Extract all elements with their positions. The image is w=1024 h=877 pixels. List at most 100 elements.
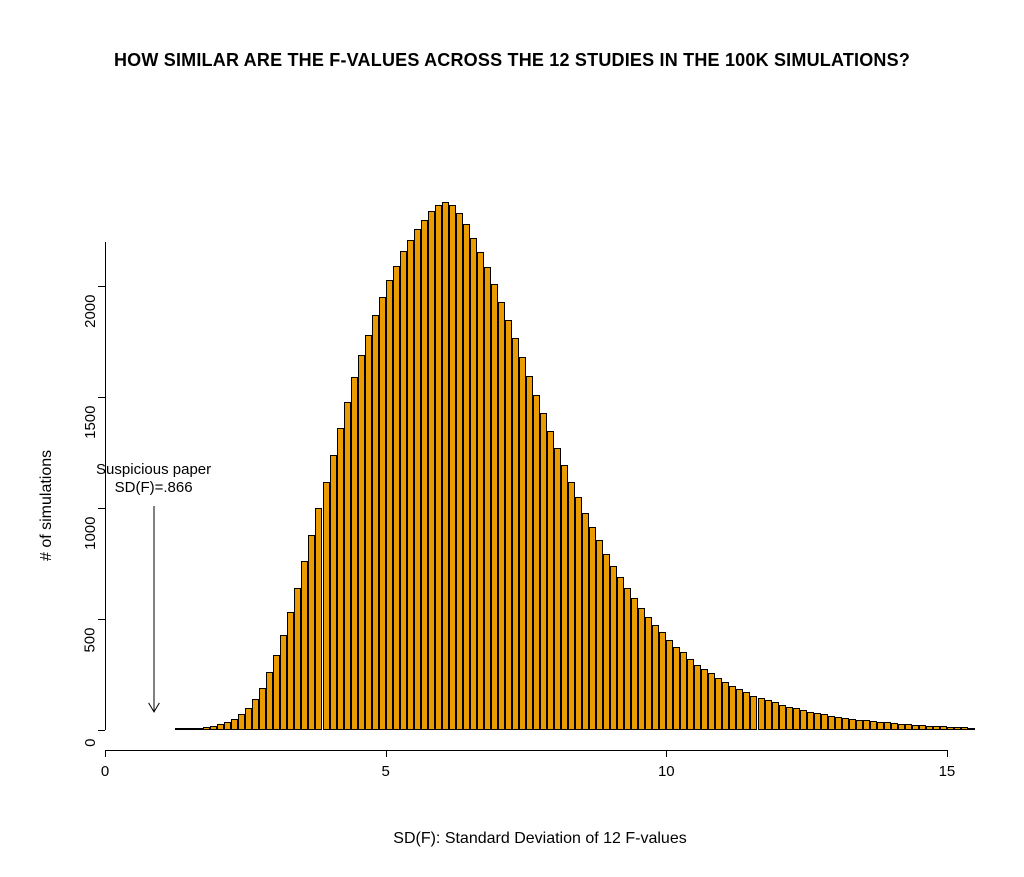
annotation-arrow bbox=[134, 506, 174, 723]
histogram-bar bbox=[582, 513, 589, 730]
histogram-bar bbox=[750, 696, 757, 730]
y-tick-label: 2000 bbox=[82, 295, 99, 328]
histogram-bar bbox=[884, 722, 891, 730]
histogram-bar bbox=[638, 608, 645, 730]
histogram-bar bbox=[743, 692, 750, 730]
histogram-bar bbox=[224, 722, 231, 730]
histogram-bar bbox=[484, 267, 491, 730]
histogram-bar bbox=[708, 673, 715, 730]
histogram-bar bbox=[624, 588, 631, 730]
histogram-bar bbox=[575, 497, 582, 730]
histogram-bar bbox=[772, 702, 779, 730]
x-tick-mark bbox=[947, 750, 948, 757]
histogram-bar bbox=[526, 376, 533, 730]
histogram-bar bbox=[238, 714, 245, 730]
histogram-bar bbox=[659, 632, 666, 730]
histogram-bar bbox=[561, 465, 568, 730]
histogram-bar bbox=[919, 725, 926, 730]
histogram-bar bbox=[554, 448, 561, 730]
histogram-bar bbox=[491, 284, 498, 730]
histogram-bar bbox=[849, 719, 856, 730]
histogram-bar bbox=[175, 728, 182, 730]
y-tick-mark bbox=[98, 508, 105, 509]
histogram-bar bbox=[800, 710, 807, 730]
histogram-bar bbox=[954, 727, 961, 730]
y-tick-label: 0 bbox=[82, 739, 99, 747]
histogram-bar bbox=[694, 665, 701, 730]
histogram-bar bbox=[231, 719, 238, 730]
histogram-bar bbox=[793, 708, 800, 730]
histogram-bar bbox=[435, 205, 442, 730]
histogram-bar bbox=[294, 588, 301, 730]
x-tick-label: 10 bbox=[658, 763, 675, 780]
histogram-bar bbox=[287, 612, 294, 730]
histogram-bar bbox=[533, 395, 540, 730]
annotation-line-2: SD(F)=.866 bbox=[96, 479, 211, 498]
histogram-bar bbox=[870, 721, 877, 730]
histogram-bar bbox=[786, 707, 793, 730]
histogram-bar bbox=[722, 682, 729, 730]
histogram-bar bbox=[252, 699, 259, 730]
histogram-bar bbox=[603, 554, 610, 730]
histogram-bar bbox=[330, 455, 337, 730]
histogram-bar bbox=[673, 647, 680, 730]
histogram-bar bbox=[449, 205, 456, 730]
histogram-bar bbox=[421, 220, 428, 730]
histogram-bar bbox=[568, 482, 575, 730]
chart-container: { "layout": { "page_width": 1024, "page_… bbox=[0, 0, 1024, 877]
histogram-bar bbox=[323, 482, 330, 730]
histogram-bar bbox=[961, 727, 968, 730]
histogram-bar bbox=[617, 577, 624, 730]
y-tick-label: 1500 bbox=[82, 406, 99, 439]
chart-title: HOW SIMILAR ARE THE F-VALUES ACROSS THE … bbox=[0, 50, 1024, 71]
histogram-bar bbox=[189, 728, 196, 730]
x-axis-line bbox=[105, 750, 947, 751]
histogram-bar bbox=[273, 655, 280, 730]
histogram-bar bbox=[968, 728, 975, 730]
histogram-bar bbox=[505, 320, 512, 730]
histogram-bar bbox=[245, 708, 252, 730]
histogram-bar bbox=[821, 714, 828, 730]
histogram-bar bbox=[351, 377, 358, 730]
x-tick-mark bbox=[386, 750, 387, 757]
x-tick-label: 15 bbox=[939, 763, 956, 780]
histogram-bar bbox=[631, 598, 638, 730]
histogram-bar bbox=[736, 689, 743, 730]
histogram-bar bbox=[835, 717, 842, 730]
y-tick-mark bbox=[98, 619, 105, 620]
y-tick-mark bbox=[98, 397, 105, 398]
histogram-bar bbox=[652, 625, 659, 730]
histogram-bar bbox=[807, 712, 814, 730]
histogram-bar bbox=[891, 723, 898, 730]
histogram-bar bbox=[687, 659, 694, 730]
histogram-bar bbox=[547, 431, 554, 730]
histogram-bar bbox=[512, 338, 519, 730]
histogram-bar bbox=[729, 686, 736, 730]
x-tick-label: 0 bbox=[101, 763, 109, 780]
plot-area: 0500100015002000 051015 Suspicious paper… bbox=[105, 202, 975, 730]
histogram-bar bbox=[203, 727, 210, 730]
histogram-bar bbox=[715, 678, 722, 730]
histogram-bar bbox=[856, 720, 863, 730]
histogram-bar bbox=[779, 705, 786, 731]
histogram-bar bbox=[758, 698, 765, 730]
histogram-bar bbox=[842, 718, 849, 730]
histogram-bar bbox=[414, 229, 421, 730]
histogram-bar bbox=[933, 726, 940, 730]
annotation-label: Suspicious paper SD(F)=.866 bbox=[96, 461, 211, 499]
histogram-bar bbox=[379, 297, 386, 730]
histogram-bar bbox=[337, 428, 344, 730]
histogram-bar bbox=[498, 302, 505, 730]
histogram-bar bbox=[358, 355, 365, 730]
histogram-bar bbox=[666, 640, 673, 730]
histogram-bar bbox=[947, 727, 954, 730]
y-tick-mark bbox=[98, 730, 105, 731]
histogram-bar bbox=[828, 716, 835, 730]
histogram-bar bbox=[905, 724, 912, 730]
histogram-bar bbox=[266, 672, 273, 730]
histogram-bar bbox=[589, 527, 596, 730]
histogram-bar bbox=[393, 266, 400, 730]
histogram-bar bbox=[463, 224, 470, 730]
histogram-bar bbox=[400, 251, 407, 730]
histogram-bar bbox=[372, 315, 379, 730]
